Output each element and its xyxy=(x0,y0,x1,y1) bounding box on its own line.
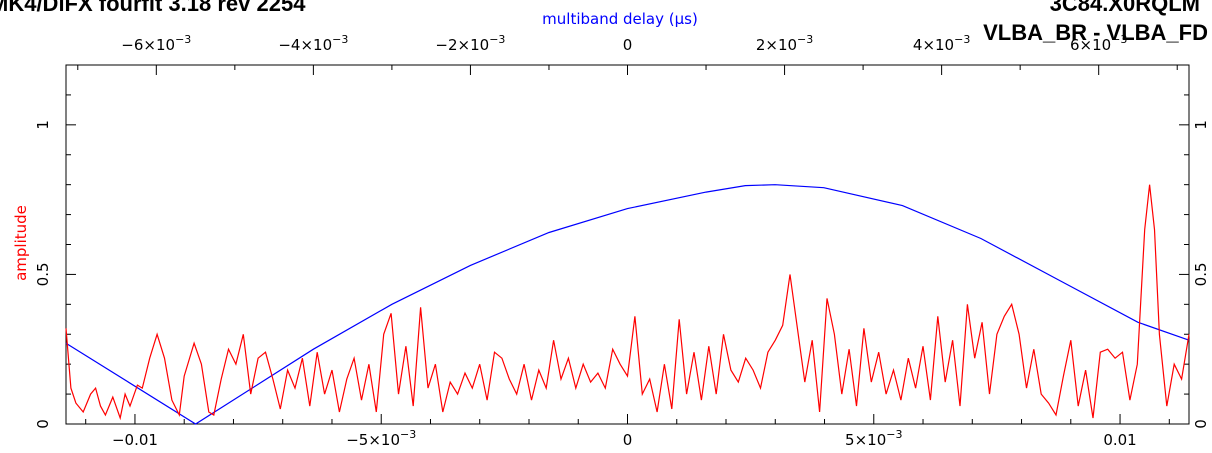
bottom-tick-label: 0.01 xyxy=(1103,431,1136,449)
right-tick-label: 0.5 xyxy=(1192,262,1210,286)
plot-frame xyxy=(65,64,1190,425)
top-axis-label: multiband delay (μs) xyxy=(542,10,698,28)
left-tick-label: 1 xyxy=(34,120,52,130)
top-tick-label: −4×10−3 xyxy=(278,33,348,54)
bottom-tick-label: −0.01 xyxy=(112,431,158,449)
delay-series-line xyxy=(65,184,1190,425)
bottom-tick-label: 5×10−3 xyxy=(845,428,902,449)
right-title-line1: 3C84.X0RQLM xyxy=(1050,0,1200,16)
left-tick-label: 0 xyxy=(34,419,52,429)
y-axis-label: amplitude xyxy=(12,205,30,281)
bottom-tick-label: 0 xyxy=(623,431,633,449)
amplitude-series-line xyxy=(65,184,1190,421)
left-title: MK4/DiFX fourfit 3.18 rev 2254 xyxy=(0,0,306,16)
right-tick-label: 1 xyxy=(1192,120,1210,130)
right-tick-label: 0 xyxy=(1192,419,1210,429)
top-tick-label: 4×10−3 xyxy=(913,33,970,54)
series-layer xyxy=(65,184,1190,425)
bottom-tick-label: −5×10−3 xyxy=(346,428,416,449)
right-title-line2: VLBA_BR - VLBA_FD xyxy=(983,20,1208,45)
top-tick-label: −2×10−3 xyxy=(435,33,505,54)
top-tick-label: 0 xyxy=(623,36,633,54)
top-tick-label: 2×10−3 xyxy=(756,33,813,54)
top-tick-label: 6×10−3 xyxy=(1070,33,1127,54)
left-tick-label: 0.5 xyxy=(34,262,52,286)
axes-layer: −0.01 −5×10−3 0 5×10−3 0.01 −6×10−3 −4×10−3 −2×… xyxy=(34,33,1210,449)
top-tick-label: −6×10−3 xyxy=(121,33,191,54)
